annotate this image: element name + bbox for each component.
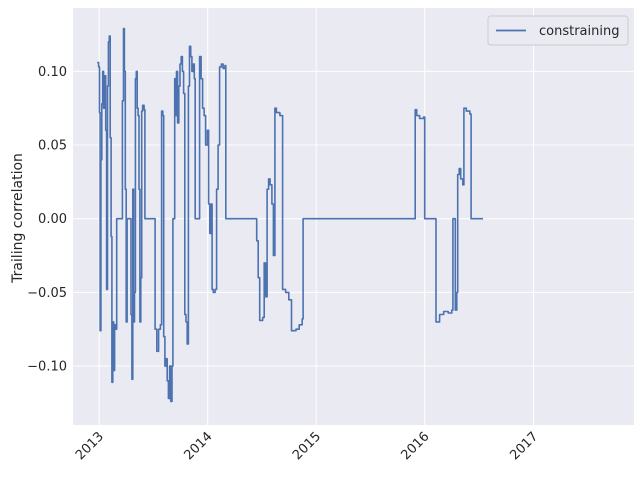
y-tick-label: 0.05: [38, 139, 67, 154]
x-tick-labels: 2013 2014 2015 2016 2017: [73, 429, 541, 463]
y-tick-label: 0.00: [38, 212, 67, 227]
y-axis-title: Trailing correlation: [10, 153, 26, 284]
legend-label: constraining: [539, 24, 619, 39]
x-tick-label: 2015: [290, 429, 324, 463]
legend-box: [487, 15, 629, 46]
x-tick-label: 2016: [399, 429, 433, 463]
y-tick-label: 0.10: [38, 65, 67, 80]
y-tick-label: −0.05: [27, 286, 67, 301]
y-tick-label: −0.10: [27, 360, 67, 375]
legend: constraining: [487, 15, 629, 46]
plot-background: [73, 8, 634, 425]
x-tick-label: 2013: [73, 429, 107, 463]
y-tick-labels: −0.10 −0.05 0.00 0.05 0.10: [27, 65, 67, 375]
x-tick-label: 2017: [507, 429, 541, 463]
series-line-constraining: [97, 27, 483, 403]
x-tick-label: 2014: [181, 429, 215, 463]
